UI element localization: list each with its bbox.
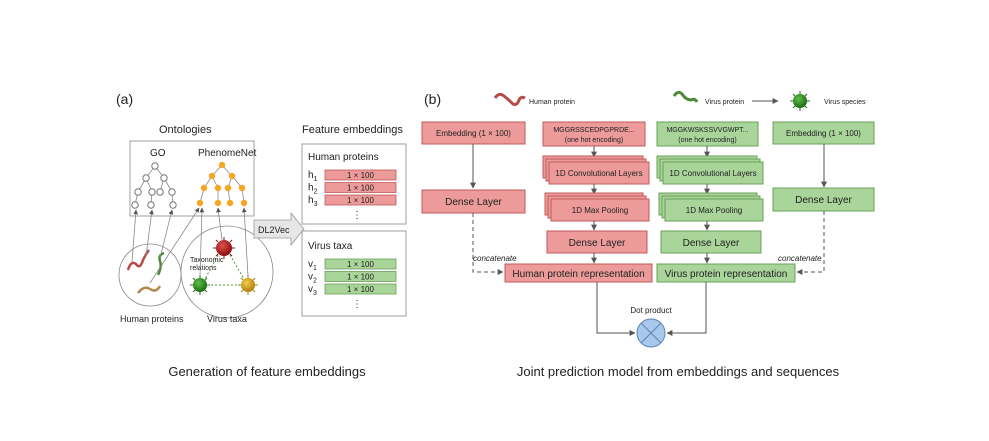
virus-embedding-bar-1 <box>324 258 397 270</box>
virus-concatenate-label: concatenate <box>778 254 822 263</box>
human-protein-icon <box>493 92 526 106</box>
human-concatenate-label: concatenate <box>473 254 517 263</box>
virus-embedding-rows: v1 1 × 100 v2 1 × 100 v3 1 × 100 <box>308 258 397 297</box>
human-to-dot-arrow <box>596 282 636 336</box>
human-embedding-label-3: h3 <box>308 195 318 208</box>
virus-yellow <box>238 275 258 295</box>
taxonomic-link-2 <box>229 254 245 280</box>
dl2vec-label: DL2Vec <box>258 225 290 235</box>
virus-dense-label-left: Dense Layer <box>683 238 740 249</box>
ontology-links <box>131 207 249 284</box>
virus-dense-label-right: Dense Layer <box>795 195 852 206</box>
human-embedding-value-1: 1 × 100 <box>347 171 374 180</box>
phenomenet-tree <box>196 161 248 207</box>
human-embedding-rows: h1 1 × 100 h2 1 × 100 h3 1 × 100 <box>308 169 397 208</box>
panel-a-caption: Generation of feature embeddings <box>168 364 366 379</box>
virus-protein-label: Virus protein <box>705 99 744 106</box>
dl2vec-arrow <box>253 211 305 247</box>
human-dense-layer-right <box>546 230 648 254</box>
virus-taxa-title: Virus taxa <box>308 241 353 252</box>
go-tree <box>131 162 177 209</box>
human-embedding-bar-1 <box>324 169 397 181</box>
human-concat-arrow <box>472 213 504 275</box>
virus-sequence-text: MGGKWSKSSVVGWPT... <box>666 127 748 134</box>
virus-sequence-encoding: (one hot encoding) <box>678 137 736 144</box>
virus-taxa-caption: Virus taxa <box>207 314 247 324</box>
human-embedding-bar-2 <box>324 182 397 193</box>
panel-b-label: (b) <box>424 91 441 107</box>
human-proteins-circle <box>118 243 182 307</box>
taxonomic-link-1 <box>204 254 219 280</box>
virus-conv-label: 1D Convolutional Layers <box>669 169 756 178</box>
virus-embedding-label-3: v3 <box>308 284 317 297</box>
virus-conv-stack <box>656 155 764 185</box>
virus-protein-icon <box>672 90 699 103</box>
human-protein-chain-tan <box>137 285 162 294</box>
virus-embedding-label-2: v2 <box>308 272 317 285</box>
virus-embedding-label: Embedding (1 × 100) <box>786 129 861 138</box>
virus-species-icon <box>790 91 810 111</box>
human-representation-box <box>504 263 653 283</box>
human-proteins-title: Human proteins <box>308 152 379 163</box>
human-embedding-label-1: h1 <box>308 170 318 183</box>
human-embedding-value-2: 1 × 100 <box>347 184 374 193</box>
human-conv-stack <box>542 155 650 185</box>
human-protein-label: Human protein <box>529 99 575 106</box>
virus-taxa-circle <box>180 225 274 319</box>
human-ellipsis: ⋮ <box>352 210 362 221</box>
human-dense-label-left: Dense Layer <box>445 197 502 208</box>
virus-embedding-label-1: v1 <box>308 259 317 272</box>
virus-red <box>213 237 235 259</box>
human-representation-label: Human protein representation <box>512 269 644 280</box>
virus-representation-box <box>656 263 796 283</box>
taxonomic-relations-label-2: relations <box>190 265 217 272</box>
phenomenet-label: PhenomeNet <box>198 148 257 159</box>
human-embedding-value-3: 1 × 100 <box>347 196 374 205</box>
go-label: GO <box>150 148 166 159</box>
human-embedding-label-2: h2 <box>308 183 318 196</box>
dot-product-node <box>636 318 666 348</box>
taxonomic-relations-label-1: Taxonomic <box>190 257 224 264</box>
virus-sequence-box <box>656 121 759 147</box>
human-maxpool-label: 1D Max Pooling <box>572 206 628 215</box>
human-proteins-caption: Human proteins <box>120 314 184 324</box>
ontologies-title: Ontologies <box>159 124 212 136</box>
virus-maxpool-stack <box>658 192 764 222</box>
virus-ellipsis: ⋮ <box>352 299 362 310</box>
virus-species-label: Virus species <box>824 99 866 106</box>
human-sequence-text: MGGRSSCEDPGPRDE... <box>553 127 634 134</box>
virus-embedding-value-3: 1 × 100 <box>347 285 374 294</box>
human-maxpool-stack <box>544 192 650 222</box>
virus-representation-label: Virus protein representation <box>665 269 788 280</box>
virus-maxpool-label: 1D Max Pooling <box>686 206 742 215</box>
human-embedding-label: Embedding (1 × 100) <box>436 129 511 138</box>
human-dense-label-right: Dense Layer <box>569 238 626 249</box>
human-sequence-box <box>542 121 646 147</box>
panel-a-label: (a) <box>116 91 133 107</box>
dot-product-label: Dot product <box>630 306 672 315</box>
virus-to-dot-arrow <box>666 282 707 336</box>
virus-embedding-value-1: 1 × 100 <box>347 260 374 269</box>
virus-embedding-bar-3 <box>324 283 397 295</box>
virus-dense-layer-left <box>660 230 762 254</box>
human-sequence-encoding: (one hot encoding) <box>565 137 623 144</box>
feature-embeddings-title: Feature embeddings <box>302 124 403 136</box>
panel-b-caption: Joint prediction model from embeddings a… <box>517 364 840 379</box>
virus-embedding-bar-2 <box>324 271 397 282</box>
virus-embedding-value-2: 1 × 100 <box>347 273 374 282</box>
human-embedding-bar-3 <box>324 194 397 206</box>
human-conv-label: 1D Convolutional Layers <box>555 169 642 178</box>
virus-concat-arrow <box>796 211 825 275</box>
